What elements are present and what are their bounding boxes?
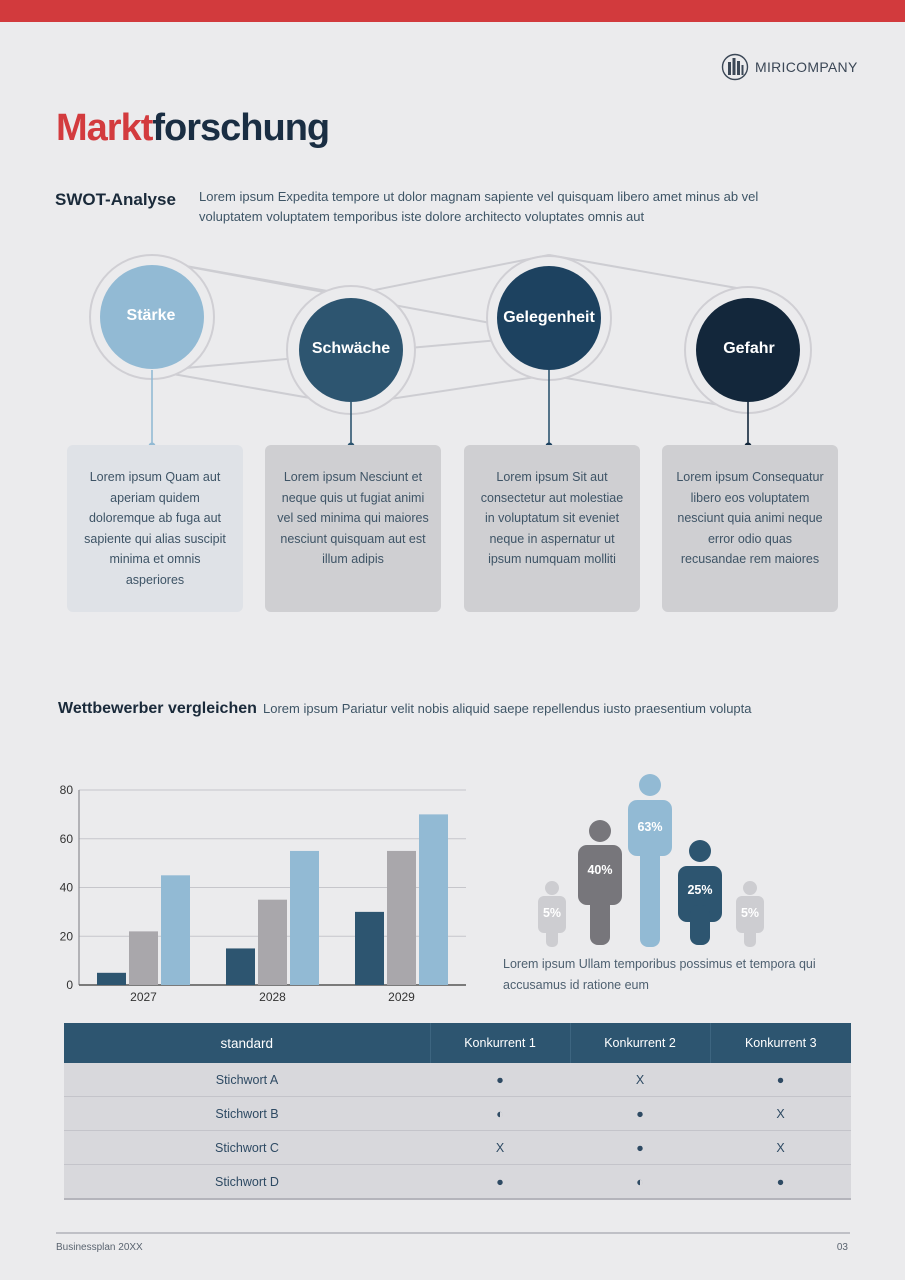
swot-diagram — [89, 254, 812, 450]
bar-2027-2 — [129, 931, 158, 985]
table-cell: ● — [570, 1130, 710, 1165]
building-logo-icon — [721, 53, 749, 81]
threat-circle — [696, 298, 800, 402]
person-figure — [736, 881, 764, 947]
person-pct-4: 25% — [687, 883, 713, 897]
table-cell: ◐ — [570, 1164, 710, 1200]
bar-2028-1 — [226, 948, 255, 985]
footer-divider — [56, 1232, 850, 1234]
swot-label-opportunity: Gelegenheit — [503, 309, 595, 326]
person-pct-2: 40% — [587, 863, 613, 877]
table-cell: ● — [710, 1063, 851, 1097]
person-figure — [538, 881, 566, 947]
person-pct-3: 63% — [637, 820, 663, 834]
person-pct-5: 5% — [740, 906, 760, 920]
page-number: 03 — [836, 1242, 848, 1253]
bar-chart: 0 20 40 60 80 2027 2028 2029 — [60, 783, 466, 1004]
page-title: Marktforschung — [56, 107, 330, 149]
bar-2029-3 — [419, 814, 448, 985]
table-row: Stichwort A ● X ● — [64, 1063, 851, 1097]
competitors-heading: Wettbewerber vergleichen — [58, 700, 257, 717]
row-label: Stichwort B — [64, 1096, 430, 1131]
swot-description: Lorem ipsum Expedita tempore ut dolor ma… — [199, 189, 759, 224]
table-header: standard — [64, 1023, 430, 1063]
x-tick-label: 2027 — [130, 990, 157, 1004]
row-label: Stichwort A — [64, 1063, 430, 1097]
person-figure — [628, 774, 672, 947]
swot-label-weakness: Schwäche — [311, 340, 391, 357]
swot-card-strength: Lorem ipsum Quam aut aperiam quidem dolo… — [67, 445, 243, 612]
swot-card-weakness: Lorem ipsum Nesciunt et neque quis ut fu… — [265, 445, 441, 612]
bar-2028-2 — [258, 899, 287, 985]
table-header: Konkurrent 3 — [709, 1023, 851, 1063]
table-header: Konkurrent 2 — [569, 1023, 710, 1063]
weakness-circle — [299, 298, 403, 402]
table-header: Konkurrent 1 — [429, 1023, 570, 1063]
table-row: Stichwort C X ● X — [64, 1130, 851, 1165]
bar-2029-1 — [355, 911, 384, 985]
top-accent-bar — [0, 0, 905, 22]
bar-2027-1 — [97, 972, 126, 985]
table-cell: ● — [430, 1164, 570, 1200]
swot-heading: SWOT-Analyse — [55, 190, 176, 209]
x-tick-label: 2028 — [259, 990, 286, 1004]
table-cell: X — [430, 1130, 570, 1165]
company-logo: MIRICOMPANY — [721, 53, 858, 81]
swot-label-threat: Gefahr — [723, 340, 775, 357]
person-figure — [678, 840, 722, 945]
comparison-table: standard Konkurrent 1 Konkurrent 2 Konku… — [64, 1023, 851, 1200]
table-cell: ◐ — [430, 1096, 570, 1131]
table-cell: X — [710, 1096, 851, 1131]
strength-circle — [100, 265, 204, 369]
swot-card-threat: Lorem ipsum Consequatur libero eos volup… — [662, 445, 838, 612]
table-row: Stichwort D ● ◐ ● — [64, 1164, 851, 1200]
table-row: Stichwort B ◐ ● X — [64, 1096, 851, 1131]
table-cell: ● — [710, 1164, 851, 1200]
footer-document-name: Businessplan 20XX — [56, 1242, 143, 1253]
swot-card-opportunity: Lorem ipsum Sit aut consectetur aut mole… — [464, 445, 640, 612]
person-pct-1: 5% — [542, 906, 562, 920]
bar-2027-3 — [161, 875, 190, 985]
table-header-row: standard Konkurrent 1 Konkurrent 2 Konku… — [64, 1023, 851, 1063]
swot-label-strength: Stärke — [126, 307, 176, 324]
y-tick-label: 40 — [60, 881, 74, 895]
opportunity-circle — [497, 266, 601, 370]
competitors-description: Lorem ipsum Pariatur velit nobis aliquid… — [263, 701, 752, 716]
table-cell: ● — [430, 1063, 570, 1097]
row-label: Stichwort C — [64, 1130, 430, 1165]
y-tick-label: 60 — [60, 832, 74, 846]
y-tick-label: 20 — [60, 929, 74, 943]
bar-2029-2 — [387, 850, 416, 985]
people-infographic — [538, 774, 764, 947]
y-tick-label: 0 — [66, 978, 73, 992]
bar-2028-3 — [290, 850, 319, 985]
people-caption: Lorem ipsum Ullam temporibus possimus et… — [503, 957, 816, 992]
y-tick-label: 80 — [60, 783, 74, 797]
table-cell: ● — [570, 1096, 710, 1131]
person-figure — [578, 820, 622, 945]
x-tick-label: 2029 — [388, 990, 415, 1004]
table-cell: X — [570, 1063, 710, 1097]
table-cell: X — [710, 1130, 851, 1165]
company-name: MIRICOMPANY — [755, 59, 858, 75]
row-label: Stichwort D — [64, 1164, 430, 1200]
